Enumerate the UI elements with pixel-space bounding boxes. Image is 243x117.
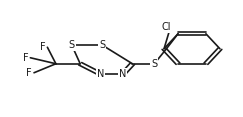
Text: S: S: [99, 40, 105, 50]
Text: Cl: Cl: [162, 22, 171, 32]
Text: F: F: [26, 68, 32, 79]
Text: F: F: [40, 42, 45, 51]
Text: N: N: [97, 69, 104, 79]
Text: N: N: [119, 69, 126, 79]
Text: S: S: [69, 40, 75, 50]
Text: F: F: [23, 53, 28, 63]
Text: S: S: [151, 59, 157, 69]
